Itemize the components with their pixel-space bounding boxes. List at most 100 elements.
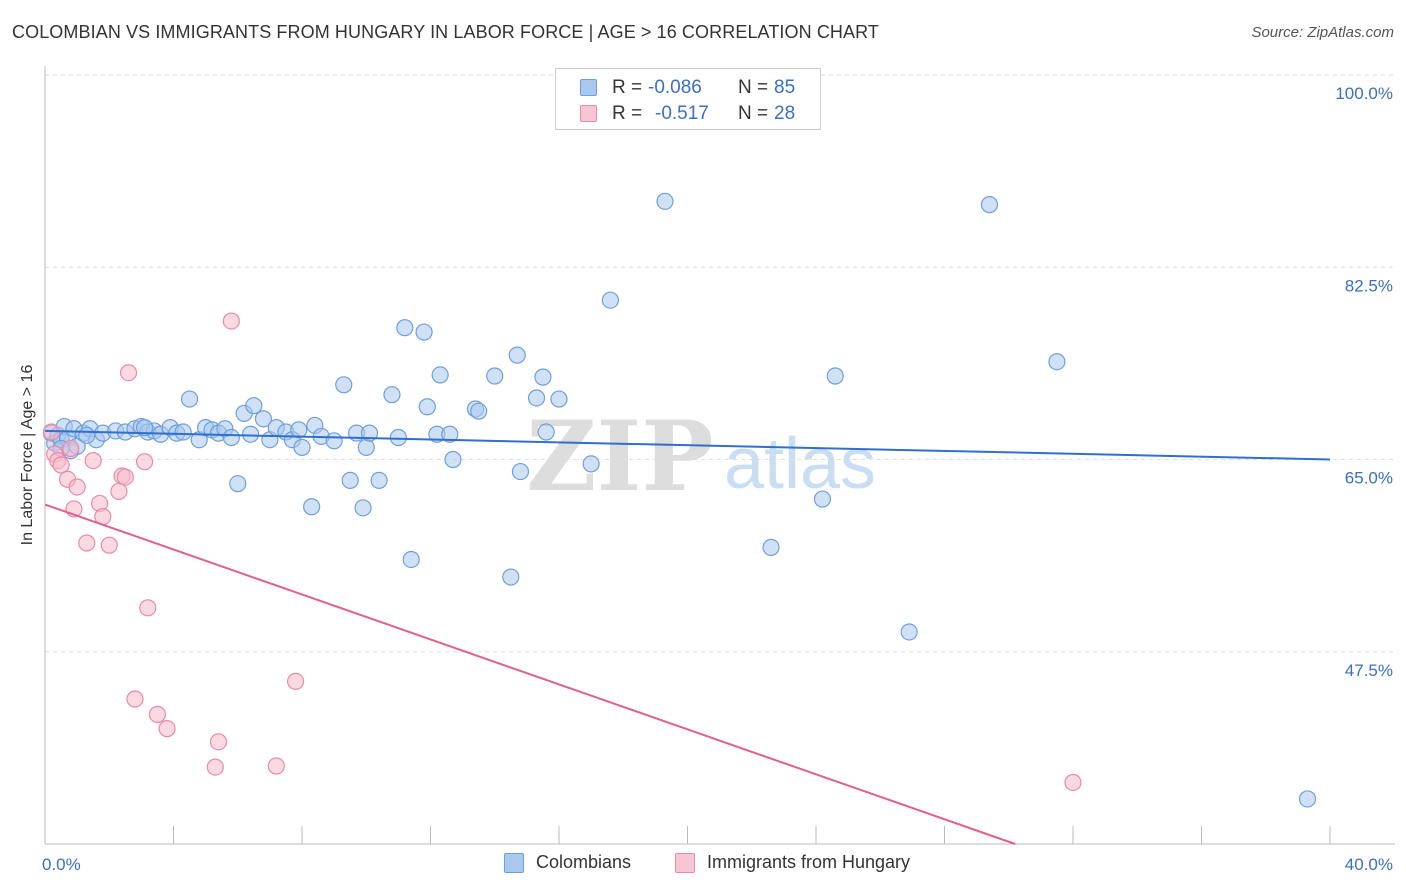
colombian-point xyxy=(762,538,780,556)
pink-swatch-icon xyxy=(675,853,695,873)
y-tick-label: 100.0% xyxy=(1335,84,1393,103)
colombian-point xyxy=(174,423,192,441)
colombian-point xyxy=(537,423,555,441)
colombian-point xyxy=(354,499,372,517)
chart-title: COLOMBIAN VS IMMIGRANTS FROM HUNGARY IN … xyxy=(12,22,879,42)
hungary-point xyxy=(126,690,144,708)
hungary-trend-line xyxy=(44,503,1016,845)
colombian-point xyxy=(900,623,918,641)
colombian-point xyxy=(325,432,343,450)
legend-n-value: 85 xyxy=(774,77,796,98)
colombian-point xyxy=(78,426,96,444)
colombian-point xyxy=(180,390,199,408)
hungary-point xyxy=(158,720,176,738)
legend-n-label: N = xyxy=(738,103,769,124)
colombian-point xyxy=(245,397,263,415)
legend-r-label: R = xyxy=(612,77,643,98)
hungary-point xyxy=(148,705,167,723)
y-tick-label: 47.5% xyxy=(1345,661,1393,680)
hungary-point xyxy=(100,536,118,554)
colombian-point xyxy=(341,471,359,489)
colombian-point xyxy=(470,402,488,420)
legend-n-value: 28 xyxy=(774,103,796,124)
colombian-point xyxy=(335,376,353,394)
colombian-point xyxy=(418,398,436,416)
colombian-point xyxy=(601,291,620,309)
legend-r-value: -0.086 xyxy=(648,77,702,98)
x-tick-label: 0.0% xyxy=(42,855,81,874)
hungary-point xyxy=(116,468,134,486)
gridlines xyxy=(45,74,1395,653)
colombian-point xyxy=(813,490,832,508)
colombian-point xyxy=(303,498,321,516)
hungary-point xyxy=(1064,773,1082,792)
legend-n-label: N = xyxy=(738,77,769,98)
colombian-point xyxy=(222,428,240,447)
y-tick-label: 82.5% xyxy=(1345,276,1393,295)
hungary-point xyxy=(209,733,228,751)
hungary-point xyxy=(78,534,96,552)
hungary-point xyxy=(84,451,102,470)
y-tick-label: 65.0% xyxy=(1345,469,1393,488)
hungary-point xyxy=(52,456,70,474)
colombian-point xyxy=(534,368,552,386)
legend-r-value: -0.517 xyxy=(655,103,709,124)
colombian-point xyxy=(527,389,546,407)
colombian-point xyxy=(396,319,414,337)
colombian-point xyxy=(415,323,433,341)
colombian-point xyxy=(370,471,388,489)
legend-label: Immigrants from Hungary xyxy=(707,852,911,872)
hungary-point xyxy=(222,312,240,330)
watermark: ZIP atlas xyxy=(526,400,876,513)
source-credit: Source: ZipAtlas.com xyxy=(1251,24,1394,41)
hungary-point xyxy=(119,364,138,382)
colombian-point xyxy=(383,386,401,404)
colombian-point xyxy=(486,367,504,385)
correlation-legend: R = -0.086 N = 85 R = -0.517 N = 28 xyxy=(555,68,821,130)
colombian-point xyxy=(389,428,407,447)
colombian-point xyxy=(441,425,459,443)
hungary-point xyxy=(267,757,285,775)
hungary-point xyxy=(206,758,224,776)
colombian-point xyxy=(135,419,154,437)
watermark-zip: ZIP xyxy=(526,400,713,513)
colombian-point xyxy=(1048,353,1066,371)
hungary-point xyxy=(139,599,157,617)
colombian-point xyxy=(242,425,260,443)
legend-label: Colombians xyxy=(536,852,632,872)
colombian-point xyxy=(357,438,375,457)
colombian-point xyxy=(508,346,526,364)
colombian-point xyxy=(582,455,600,473)
blue-swatch-icon xyxy=(580,79,597,96)
watermark-atlas: atlas xyxy=(724,424,876,504)
colombian-point xyxy=(656,192,674,210)
colombian-point xyxy=(254,410,273,428)
colombian-point xyxy=(290,421,308,439)
data-points xyxy=(42,192,1317,808)
hungary-point xyxy=(62,439,80,458)
colombian-point xyxy=(826,367,844,385)
hungary-point xyxy=(135,453,154,471)
hungary-point xyxy=(110,482,128,500)
trend-lines xyxy=(44,429,1331,845)
colombian-point xyxy=(511,462,530,481)
pink-swatch-icon xyxy=(580,105,597,122)
colombian-point xyxy=(293,438,311,457)
axes xyxy=(44,66,1395,845)
hungary-point xyxy=(68,478,86,496)
colombian-point xyxy=(980,196,999,214)
hungary-point xyxy=(286,672,305,691)
colombian-point xyxy=(502,568,520,586)
colombian-point xyxy=(550,390,568,408)
x-tick-label: 40.0% xyxy=(1345,855,1393,874)
colombian-point xyxy=(431,366,449,384)
colombian-point xyxy=(229,475,247,493)
legend-r-label: R = xyxy=(612,103,643,124)
blue-swatch-icon xyxy=(504,853,524,873)
colombian-point xyxy=(1298,790,1317,808)
colombian-point xyxy=(402,550,420,569)
tick-labels: 47.5% 65.0% 82.5% 100.0% 0.0% 40.0% xyxy=(42,84,1393,874)
colombian-point xyxy=(444,450,462,469)
colombian-trend-line xyxy=(44,429,1331,461)
